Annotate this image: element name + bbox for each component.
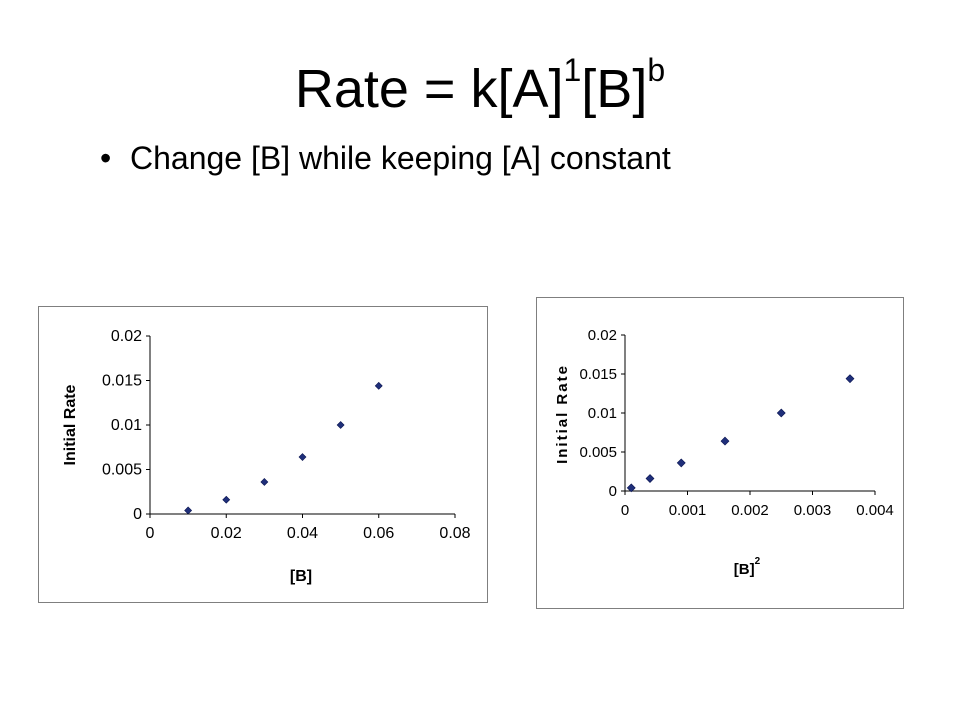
chart2-data-point [645,474,655,483]
chart2-y-axis-label: Initial Rate [554,364,571,464]
chart-left-plot: 0 0.005 0.01 0.015 0.02 0 0.02 0.04 0.06 0.08 [B] I… [62,328,471,585]
chart2-x-tick-label: 0.001 [669,502,707,519]
bullet-item: • Change [B] while keeping [A] constant [100,138,671,178]
chart2-data-point [626,483,636,493]
chart1-x-tick-label: 0.02 [211,525,242,542]
chart2-x-tick-label: 0.004 [856,502,894,519]
chart1-x-tick-label: 0 [146,525,155,542]
chart1-x-tick-label: 0.08 [439,525,470,542]
bullet-text: Change [B] while keeping [A] constant [130,140,671,176]
title-exponent-b: b [647,52,666,88]
chart2-y-tick-label: 0.02 [588,327,617,344]
title-mid: [B] [581,59,648,119]
chart1-data-point [260,478,269,486]
chart1-y-tick-label: 0 [133,506,142,523]
chart1-data-point [336,421,345,429]
chart2-y-tick-label: 0.015 [579,366,617,383]
chart-rate-vs-b-squared: 0 0.005 0.01 0.015 0.02 0 0.001 0.002 0.003 0.004… [536,297,904,609]
title-exponent-a: 1 [563,52,582,88]
chart2-y-tick-label: 0.005 [579,444,617,461]
title-base: Rate = k[A] [294,59,564,119]
chart-rate-vs-b: 0 0.005 0.01 0.015 0.02 0 0.02 0.04 0.06 0.08 [B] I… [38,306,488,603]
chart1-y-tick-label: 0.01 [111,417,142,434]
chart2-x-tick-label: 0.002 [731,502,769,519]
chart-right-plot: 0 0.005 0.01 0.015 0.02 0 0.001 0.002 0.003 0.004… [554,327,894,578]
chart1-data-point [298,453,307,461]
chart2-x-axis-label: [B]2 [734,556,761,578]
chart1-x-tick-label: 0.04 [287,525,318,542]
chart1-x-axis-label: [B] [290,568,312,585]
chart1-data-point [184,506,193,515]
chart1-x-tick-label: 0.06 [363,525,394,542]
chart1-y-tick-label: 0.015 [102,373,142,390]
chart2-data-point [720,436,730,446]
chart1-y-tick-label: 0.005 [102,462,142,479]
chart2-data-point [776,408,786,418]
chart1-data-point [374,381,383,390]
chart2-x-tick-label: 0 [621,502,629,519]
chart2-y-tick-label: 0.01 [588,405,617,422]
chart2-x-tick-label: 0.003 [794,502,832,519]
chart2-data-point [676,458,686,468]
chart1-y-axis-label: Initial Rate [62,384,79,465]
slide-title: Rate = k[A]1[B]b [0,54,960,122]
bullet-icon: • [100,140,112,176]
chart1-y-tick-label: 0.02 [111,328,142,345]
chart2-data-point [845,374,855,384]
chart1-data-point [222,495,231,504]
chart2-y-tick-label: 0 [609,483,617,500]
